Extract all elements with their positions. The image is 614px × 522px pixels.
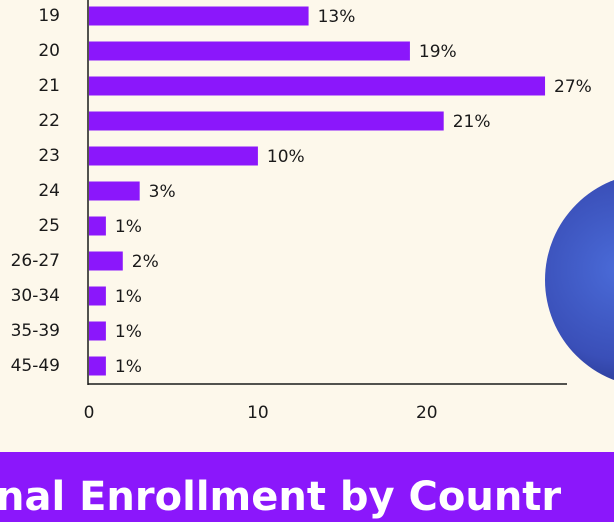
value-label: 19%: [419, 42, 457, 62]
bar: [89, 216, 106, 236]
x-tick-label: 10: [247, 403, 269, 423]
bar: [89, 76, 546, 96]
y-tick-label: 45-49: [11, 356, 60, 376]
y-tick-label: 35-39: [11, 321, 60, 341]
x-tick-label: 20: [416, 403, 438, 423]
bar: [89, 111, 444, 131]
bar: [89, 41, 410, 61]
bar: [89, 181, 140, 201]
value-label: 13%: [318, 7, 356, 27]
y-tick-label: 21: [38, 76, 60, 96]
value-label: 21%: [453, 112, 491, 132]
bar: [89, 286, 106, 306]
y-tick-label: 26-27: [11, 251, 60, 271]
decorative-image: [545, 179, 614, 381]
bar: [89, 146, 258, 166]
bar: [89, 251, 123, 271]
value-label: 1%: [115, 322, 142, 342]
value-label: 1%: [115, 287, 142, 307]
banner: [0, 452, 614, 522]
value-label: 27%: [554, 77, 592, 97]
value-label: 1%: [115, 217, 142, 237]
y-tick-label: 25: [38, 216, 60, 236]
y-tick-label: 20: [38, 41, 60, 61]
value-label: 10%: [267, 147, 305, 167]
y-tick-label: 23: [38, 146, 60, 166]
value-label: 3%: [149, 182, 176, 202]
y-tick-label: 30-34: [11, 286, 60, 306]
y-tick-label: 24: [38, 181, 60, 201]
y-tick-label: 19: [38, 6, 60, 26]
value-label: 2%: [132, 252, 159, 272]
bar: [89, 321, 106, 341]
value-label: 1%: [115, 357, 142, 377]
bar: [89, 356, 106, 376]
x-tick-label: 0: [84, 403, 95, 423]
banner-title: nal Enrollment by Countr: [0, 474, 561, 520]
bar: [89, 6, 309, 26]
y-tick-label: 22: [38, 111, 60, 131]
